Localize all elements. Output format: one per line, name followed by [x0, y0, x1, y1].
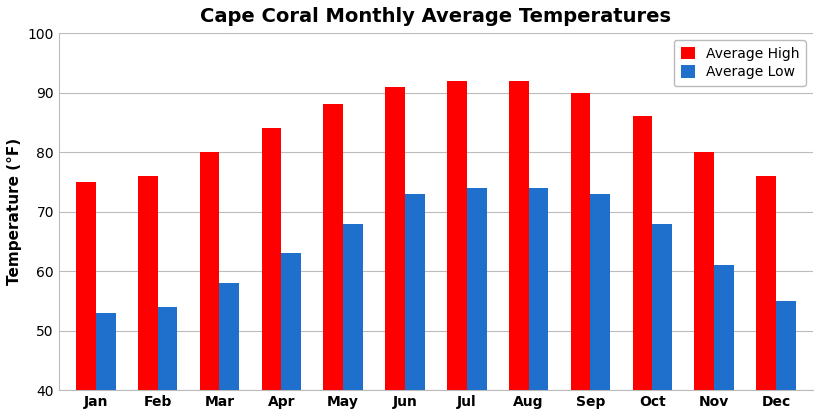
Bar — [509, 81, 528, 416]
Bar — [385, 87, 405, 416]
Bar — [261, 128, 281, 416]
Bar — [651, 223, 672, 416]
Bar — [281, 253, 301, 416]
Bar — [200, 152, 219, 416]
Bar — [323, 104, 342, 416]
Bar — [631, 116, 651, 416]
Bar — [570, 93, 590, 416]
Bar — [157, 307, 177, 416]
Bar — [694, 152, 713, 416]
Bar — [76, 182, 96, 416]
Bar — [219, 283, 239, 416]
Y-axis label: Temperature (°F): Temperature (°F) — [7, 138, 22, 285]
Bar — [446, 81, 466, 416]
Title: Cape Coral Monthly Average Temperatures: Cape Coral Monthly Average Temperatures — [200, 7, 671, 26]
Bar — [466, 188, 486, 416]
Bar — [755, 176, 775, 416]
Bar — [96, 313, 115, 416]
Bar — [342, 223, 363, 416]
Bar — [775, 301, 794, 416]
Bar — [713, 265, 733, 416]
Bar — [405, 194, 424, 416]
Bar — [528, 188, 548, 416]
Bar — [138, 176, 157, 416]
Legend: Average High, Average Low: Average High, Average Low — [673, 40, 805, 86]
Bar — [590, 194, 609, 416]
